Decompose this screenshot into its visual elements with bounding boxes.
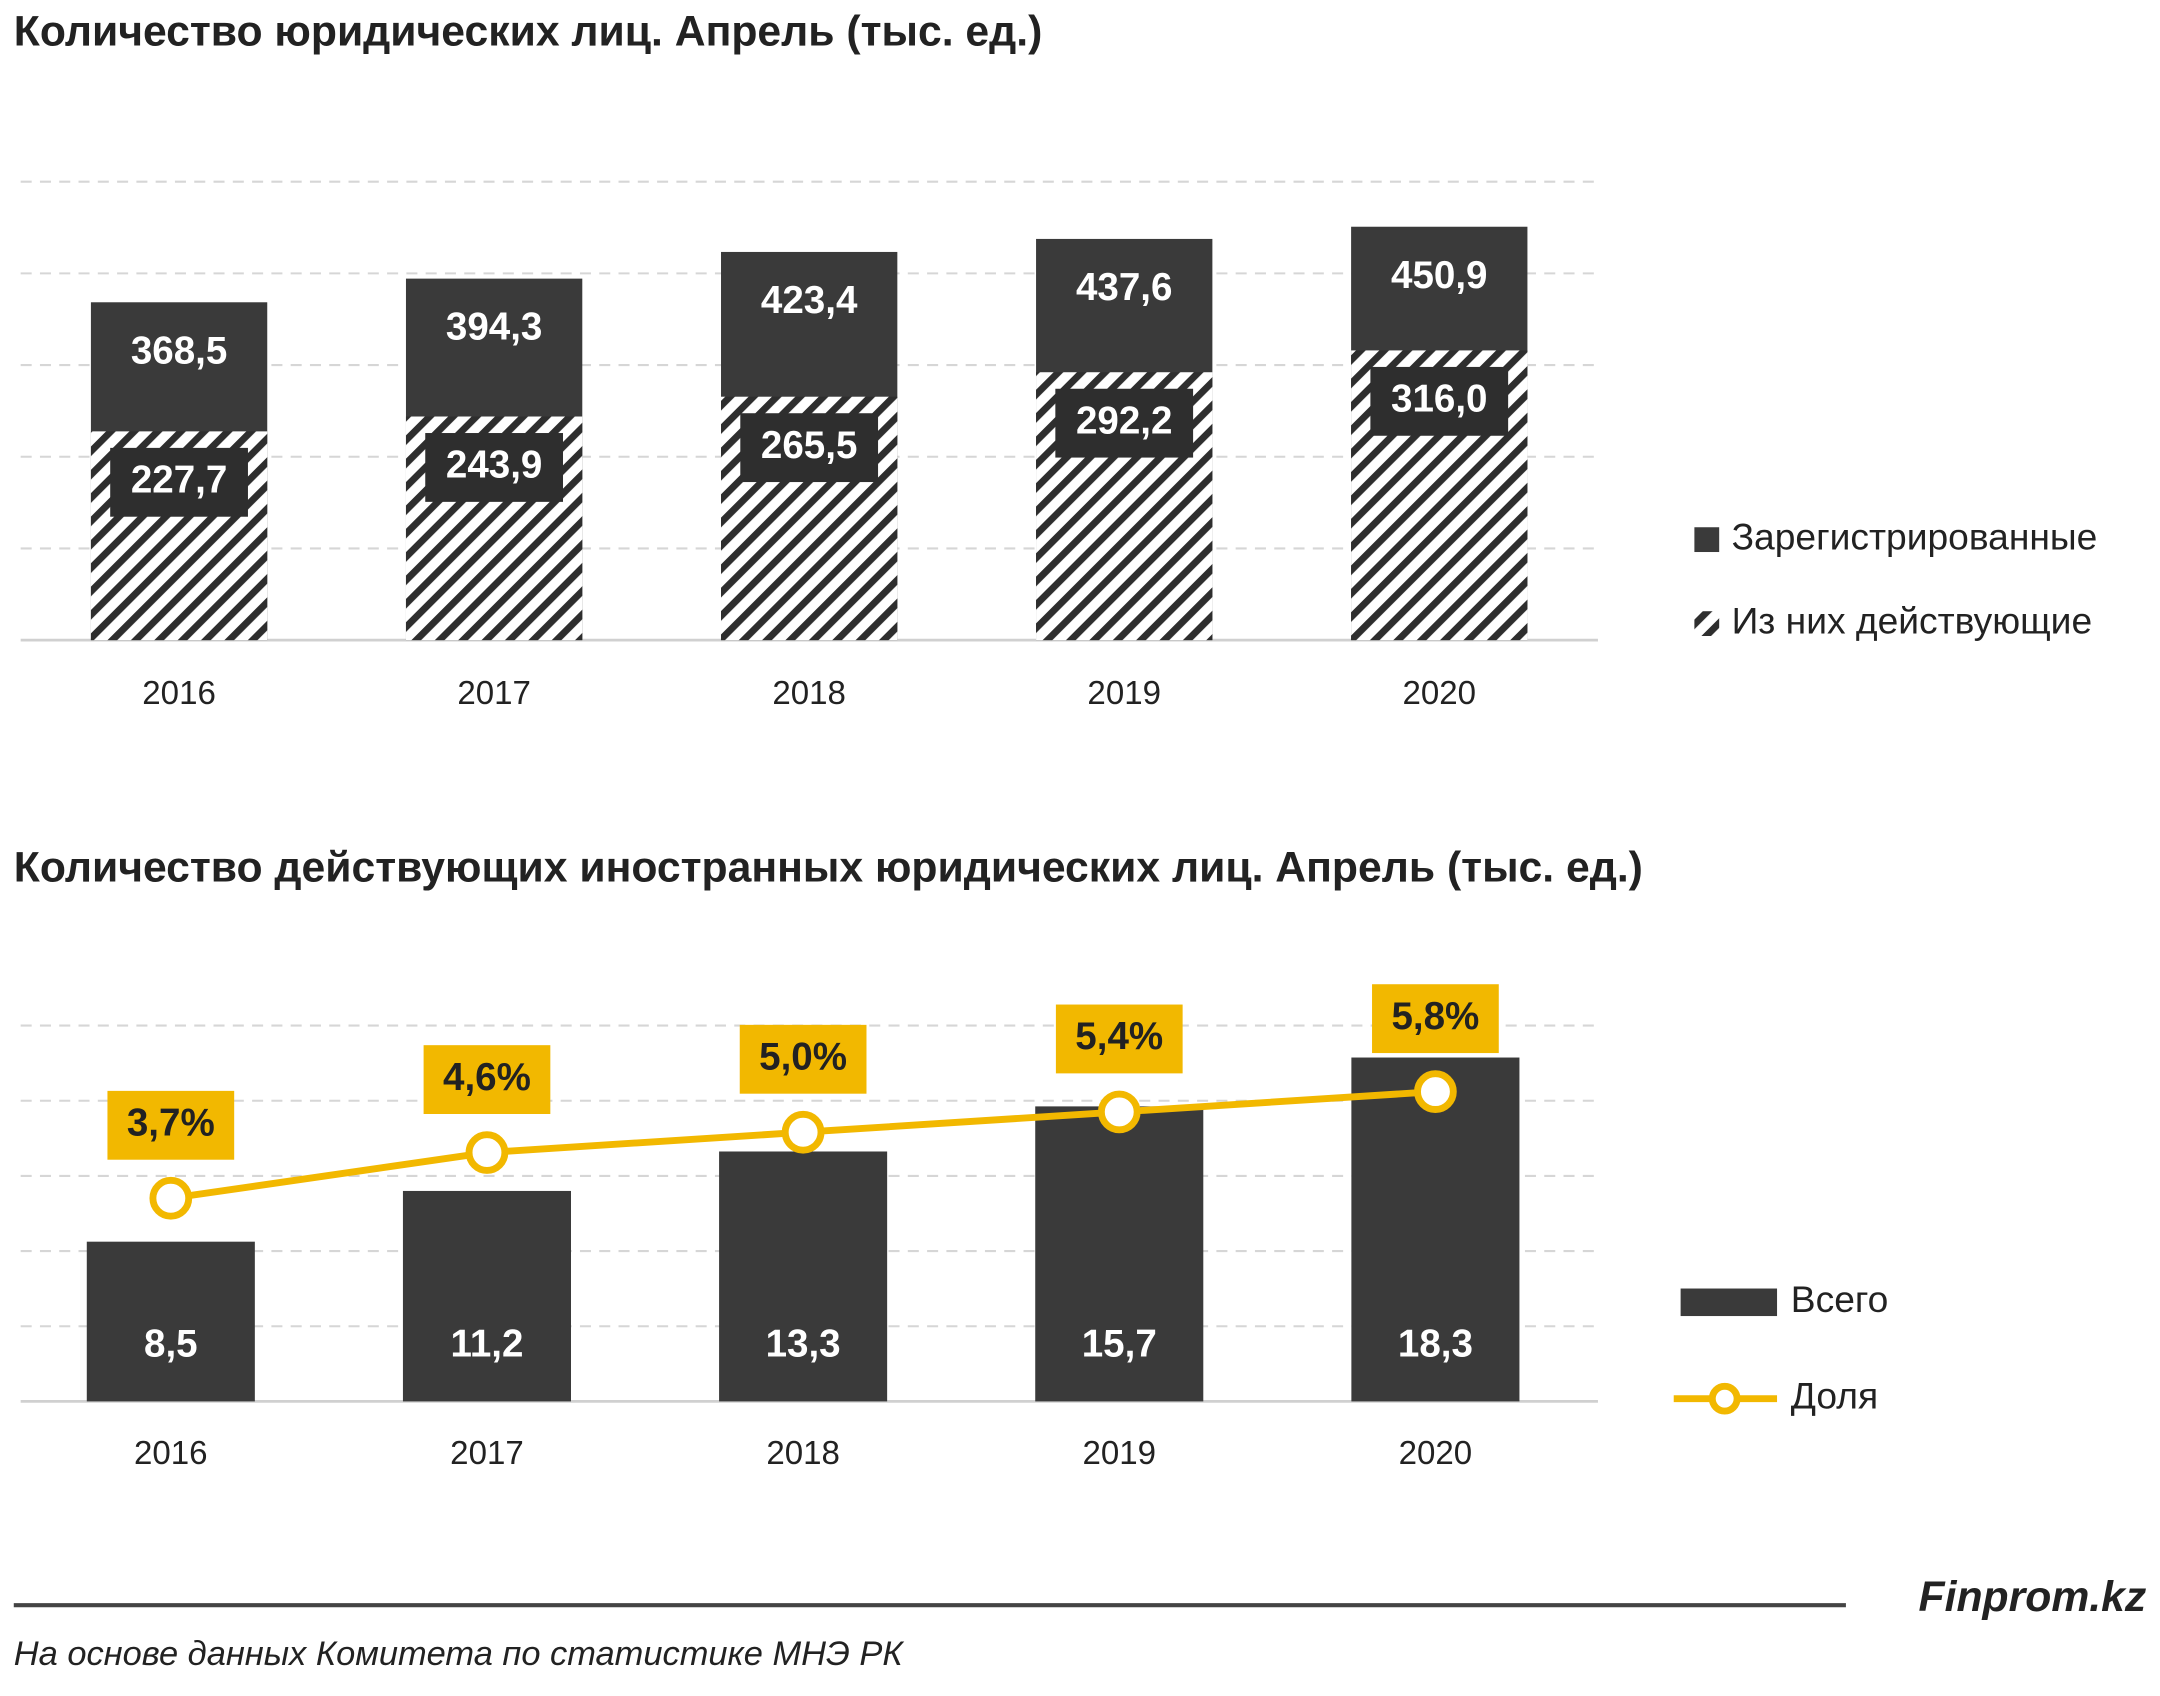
data-label: 394,3: [446, 306, 543, 349]
source: На основе данных Комитета по статистике …: [14, 1635, 905, 1673]
label-box: [739, 1024, 867, 1094]
point: [1097, 1090, 1141, 1134]
point: [1414, 1070, 1457, 1113]
label-box: [425, 433, 564, 502]
legend-label: Зарегистрированные: [1732, 515, 2098, 557]
label-box: [1370, 366, 1509, 436]
x-tick-label: 2018: [766, 1435, 840, 1472]
data-label: 292,2: [1076, 399, 1173, 442]
x-tick-label: 2020: [1402, 675, 1476, 712]
data-label: 8,5: [144, 1323, 198, 1366]
x-tick-label: 2019: [1082, 1435, 1156, 1472]
x-tick-label: 2016: [142, 675, 216, 712]
bar: [86, 1241, 255, 1402]
point: [781, 1110, 825, 1154]
data-label: 5,0%: [759, 1035, 847, 1078]
data-label: 423,4: [761, 279, 858, 322]
legend-swatch: [1694, 527, 1720, 553]
legend-label: Из них действующие: [1732, 599, 2093, 641]
data-label: 265,5: [761, 424, 858, 467]
x-tick-label: 2016: [134, 1435, 208, 1472]
brand: Finprom.kz: [1919, 1573, 2147, 1621]
bar: [1351, 1057, 1520, 1402]
data-label: 316,0: [1391, 378, 1488, 421]
bar: [1035, 1106, 1204, 1402]
label-box: [423, 1045, 551, 1115]
legend-swatch: [1694, 611, 1720, 636]
label-box: [107, 1090, 235, 1160]
data-label: 11,2: [450, 1323, 523, 1366]
data-label: 227,7: [131, 458, 228, 501]
label-box: [1372, 984, 1499, 1054]
legend-swatch: [1680, 1288, 1778, 1317]
data-label: 437,6: [1076, 266, 1173, 309]
data-label: 5,8%: [1391, 995, 1479, 1038]
x-tick-label: 2019: [1087, 675, 1161, 712]
chart-title: Количество действующих иностранных юриди…: [14, 843, 1643, 891]
x-tick-label: 2017: [457, 675, 531, 712]
bar: [719, 1151, 888, 1402]
x-tick-label: 2017: [450, 1435, 524, 1472]
data-label: 18,3: [1398, 1323, 1473, 1366]
label-box: [110, 447, 248, 517]
x-tick-label: 2018: [772, 675, 846, 712]
data-label: 13,3: [766, 1323, 841, 1366]
data-label: 3,7%: [127, 1101, 215, 1144]
label-box: [1055, 388, 1194, 458]
label-box: [1055, 1004, 1183, 1074]
data-label: 243,9: [446, 444, 543, 487]
legend-marker: [1708, 1382, 1741, 1415]
legend-label: Доля: [1791, 1374, 1878, 1416]
data-label: 4,6%: [443, 1056, 531, 1099]
data-label: 450,9: [1391, 254, 1488, 297]
data-label: 5,4%: [1075, 1015, 1163, 1058]
point: [465, 1131, 509, 1174]
bar: [402, 1190, 571, 1402]
label-box: [740, 413, 879, 483]
point: [149, 1176, 193, 1220]
data-label: 368,5: [131, 329, 228, 372]
chart-title: Количество юридических лиц. Апрель (тыс.…: [14, 8, 1043, 56]
data-label: 15,7: [1082, 1323, 1157, 1366]
x-tick-label: 2020: [1399, 1435, 1473, 1472]
legend-label: Всего: [1791, 1278, 1889, 1320]
